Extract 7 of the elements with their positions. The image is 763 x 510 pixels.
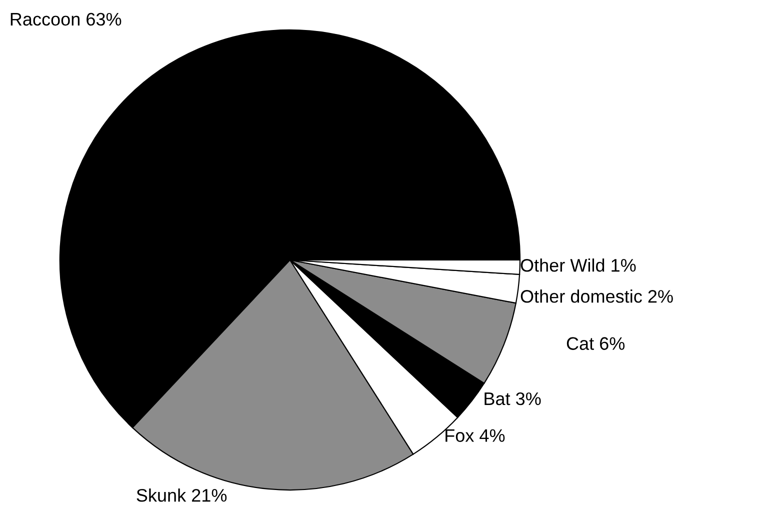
slice-label: Other domestic 2%	[520, 290, 673, 303]
slice-label: Other Wild 1%	[520, 258, 636, 272]
slice-label: Raccoon 63%	[10, 12, 122, 26]
slice-label: Fox 4%	[446, 429, 505, 442]
slice-label: Skunk 21%	[136, 488, 227, 502]
slice-label: Cat 6%	[566, 337, 625, 350]
slice-label: Bat 3%	[484, 392, 541, 406]
